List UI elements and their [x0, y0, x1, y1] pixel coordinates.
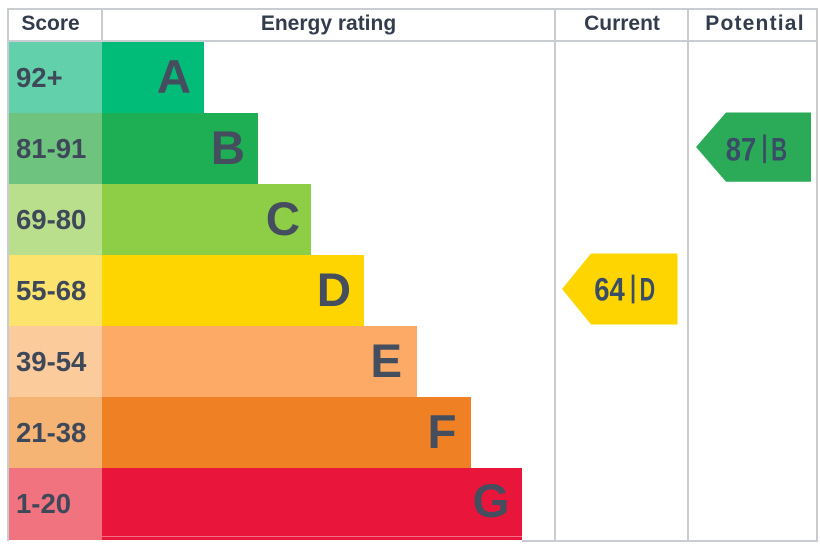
svg-text:B: B: [771, 131, 787, 167]
svg-text:87: 87: [726, 131, 757, 167]
svg-text:64: 64: [594, 272, 625, 308]
svg-text:D: D: [640, 272, 656, 308]
